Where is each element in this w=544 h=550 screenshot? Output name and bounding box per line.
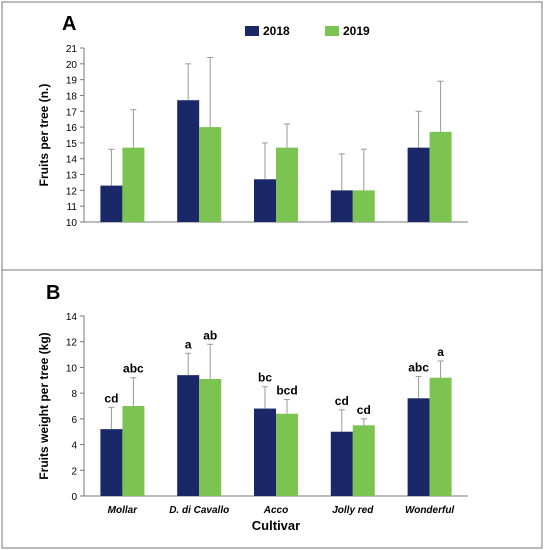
legend-swatch-2018 xyxy=(245,26,259,36)
chart-b-bar-2018 xyxy=(254,408,276,496)
chart-a-bar-2019 xyxy=(199,127,222,222)
chart-a-ytick-label: 17 xyxy=(66,107,78,118)
chart-b-significance-letter: cd xyxy=(104,391,118,405)
chart-a-bar-2018 xyxy=(100,185,123,222)
chart-b: Fruits weight per tree (kg) Cultivar 0 2 4… xyxy=(37,312,468,533)
chart-a: Fruits per tree (n.) 1011121314151617181… xyxy=(37,44,468,229)
chart-a-ytick-label: 20 xyxy=(66,60,78,71)
panel-a-frame xyxy=(1,1,543,271)
chart-b-bar-2018 xyxy=(330,431,353,496)
chart-a-ytick-label: 18 xyxy=(66,91,78,102)
chart-b-significance-letter: cd xyxy=(335,394,349,408)
chart-b-bar-2019 xyxy=(199,379,222,496)
chart-a-ytick-label: 11 xyxy=(67,202,78,213)
chart-b-significance-letter: abc xyxy=(408,360,429,374)
chart-b-ytick-label: 2 xyxy=(71,466,77,477)
chart-b-bar-2019 xyxy=(429,377,452,496)
chart-b-significance-letter: a xyxy=(437,345,444,359)
panel-a-label: A xyxy=(62,13,76,35)
legend-label-2018: 2018 xyxy=(263,24,290,38)
chart-a-marks xyxy=(100,56,452,222)
chart-a-ytick-label: 15 xyxy=(66,139,78,150)
chart-b-category-labels: Mollar D. di Cavallo Acco Jolly red Wonderfu… xyxy=(108,505,455,516)
chart-b-ytick-label: 14 xyxy=(66,312,78,323)
chart-b-ticks: 0 2 4 6 8 10 12 14 xyxy=(66,312,84,503)
chart-a-ytick-label: 14 xyxy=(66,155,78,166)
chart-a-bar-2018 xyxy=(407,147,430,222)
legend-label-2019: 2019 xyxy=(343,24,370,38)
panel-b-label: B xyxy=(46,282,60,304)
chart-a-ytick-label: 19 xyxy=(66,76,78,87)
chart-b-bar-2018 xyxy=(177,375,200,496)
chart-b-bar-2019 xyxy=(352,425,375,496)
chart-a-ytick-label: 12 xyxy=(66,186,78,197)
chart-b-ytick-label: 8 xyxy=(71,389,77,400)
chart-b-ytick-label: 4 xyxy=(71,441,77,452)
chart-b-significance-letter: a xyxy=(185,337,192,351)
chart-b-ylabel: Fruits weight per tree (kg) xyxy=(37,332,51,479)
chart-b-bar-2019 xyxy=(122,406,145,496)
chart-b-category-label: Wonderful xyxy=(405,505,454,516)
chart-b-xlabel: Cultivar xyxy=(252,518,300,533)
chart-a-ytick-label: 10 xyxy=(66,218,78,229)
chart-a-bar-2018 xyxy=(177,100,200,222)
chart-b-significance-letter: cd xyxy=(357,403,371,417)
chart-b-category-label: Mollar xyxy=(108,505,139,516)
chart-a-ylabel: Fruits per tree (n.) xyxy=(37,84,51,187)
chart-b-bar-2018 xyxy=(100,429,123,496)
chart-b-ytick-label: 6 xyxy=(71,415,77,426)
chart-b-category-label: Acco xyxy=(263,505,288,516)
legend: 2018 2019 xyxy=(245,24,370,38)
chart-a-bar-2019 xyxy=(429,131,452,222)
chart-b-ytick-label: 12 xyxy=(66,338,78,349)
chart-b-bar-2018 xyxy=(407,398,430,496)
chart-b-ytick-label: 10 xyxy=(66,363,78,374)
chart-a-bar-2018 xyxy=(330,190,353,222)
chart-a-ytick-label: 21 xyxy=(66,44,78,55)
chart-a-bar-2019 xyxy=(122,147,145,222)
chart-b-significance-letter: bcd xyxy=(276,384,297,398)
chart-a-ticks: 10 11 12 13 14 15 16 17 18 19 20 21 xyxy=(66,44,84,229)
chart-b-category-label: Jolly red xyxy=(332,505,374,516)
chart-a-bar-2018 xyxy=(254,179,276,222)
chart-a-bar-2019 xyxy=(352,190,375,222)
chart-b-bar-2019 xyxy=(276,413,298,496)
legend-swatch-2019 xyxy=(325,26,339,36)
chart-b-significance-letter: ab xyxy=(203,328,217,342)
chart-a-bar-2019 xyxy=(276,147,298,222)
chart-b-ytick-label: 0 xyxy=(71,492,77,503)
chart-b-category-label: D. di Cavallo xyxy=(169,505,229,516)
chart-b-significance-letter: abc xyxy=(123,362,144,376)
chart-b-significance-letter: bc xyxy=(258,371,272,385)
chart-a-ytick-label: 16 xyxy=(66,123,78,134)
chart-a-ytick-label: 13 xyxy=(66,171,78,182)
